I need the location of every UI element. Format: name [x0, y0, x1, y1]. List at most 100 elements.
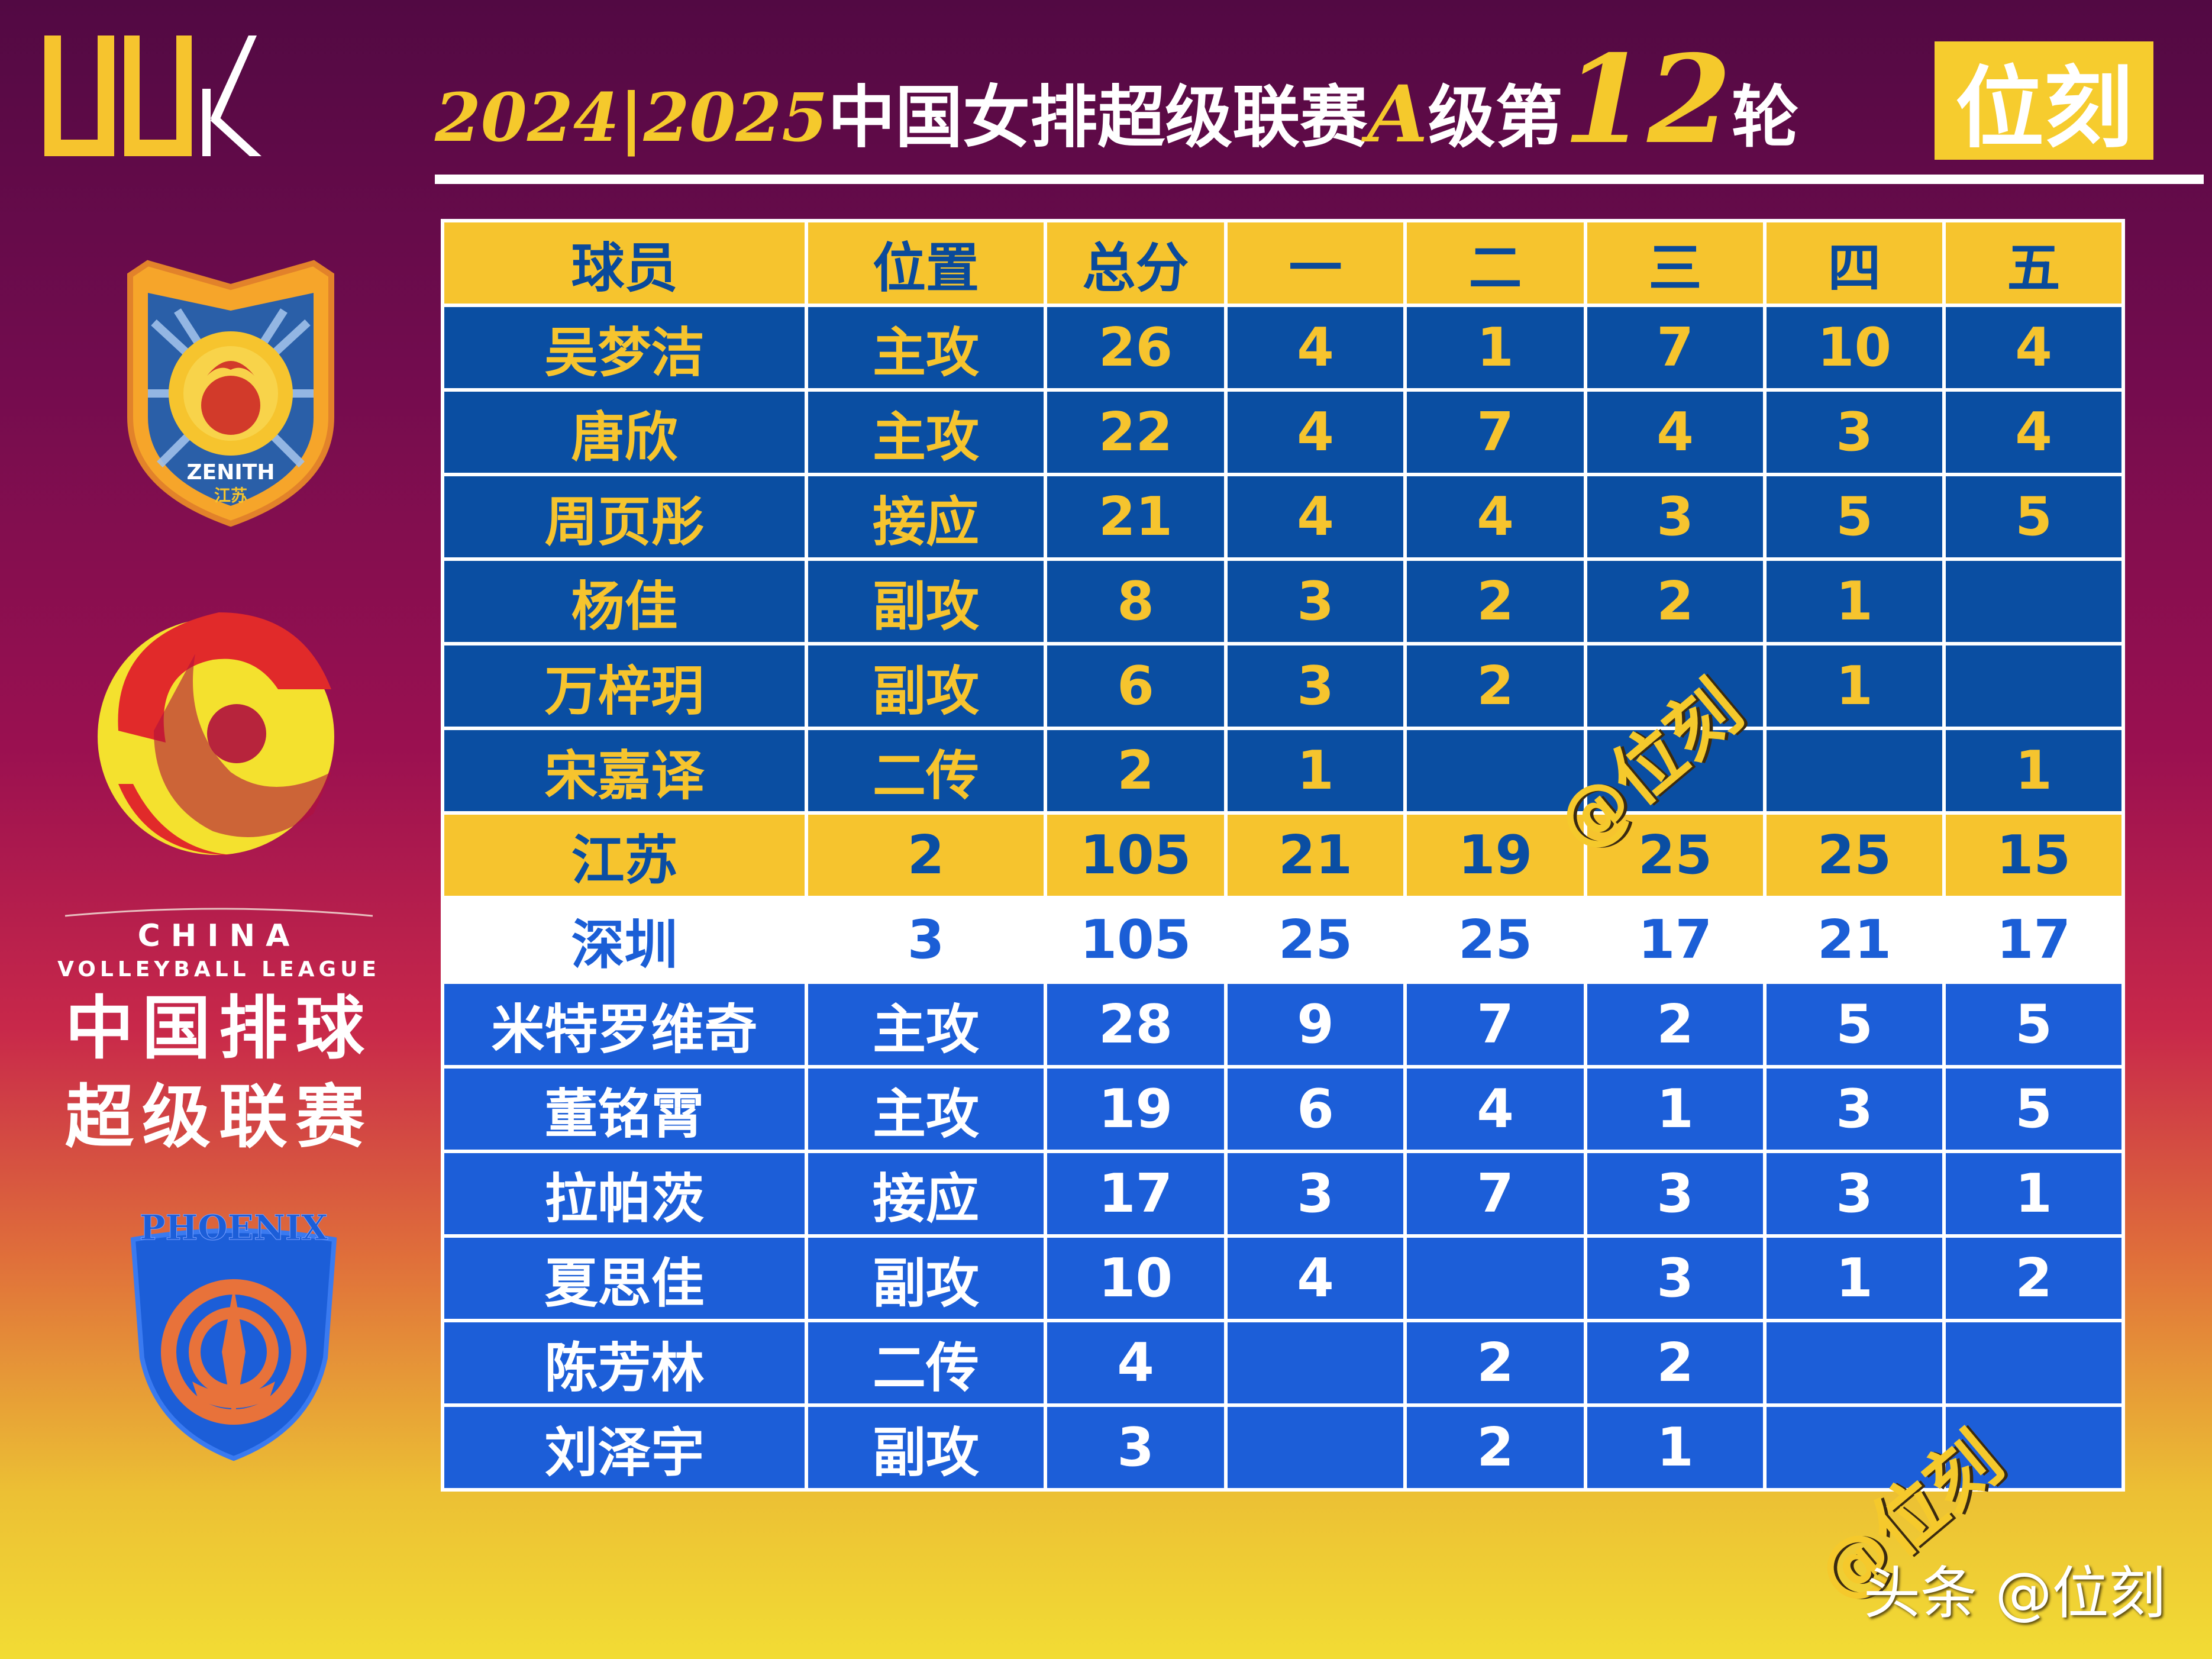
- cell-total: 3: [1044, 1403, 1228, 1492]
- total-cell-set-5: 15: [1942, 811, 2125, 899]
- cell-total: 22: [1044, 388, 1228, 476]
- cell-position: 副攻: [805, 557, 1047, 645]
- cell-total: 19: [1044, 1065, 1228, 1153]
- brand-logo: [44, 35, 261, 156]
- cell-set-3: 2: [1584, 557, 1767, 645]
- cell-set-2: 4: [1403, 1065, 1587, 1153]
- cell-set-3: [1584, 642, 1767, 730]
- cell-position: 主攻: [805, 1065, 1047, 1153]
- league-volleyball-icon: [98, 612, 334, 855]
- cell-set-3: [1584, 727, 1767, 815]
- cell-set-5: [1942, 642, 2125, 730]
- cell-position: 二传: [805, 727, 1047, 815]
- cell-set-1: 4: [1224, 304, 1407, 392]
- total-cell-position: 2: [805, 811, 1047, 899]
- shenzhen-player-row: 刘泽宇 副攻 3 2 1: [441, 1403, 2125, 1492]
- cell-player: 唐欣: [441, 388, 808, 476]
- cell-player: 米特罗维奇: [441, 980, 808, 1069]
- column-header-set-2: 二: [1403, 219, 1587, 307]
- title-round-suffix: 轮: [1731, 78, 1799, 157]
- total-cell-set-4: 25: [1763, 811, 1946, 899]
- cell-set-2: 2: [1403, 557, 1587, 645]
- cell-position: 主攻: [805, 304, 1047, 392]
- cell-player: 杨佳: [441, 557, 808, 645]
- cell-player: 万梓玥: [441, 642, 808, 730]
- total-cell-total: 105: [1044, 811, 1228, 899]
- cell-set-1: [1224, 1319, 1407, 1407]
- table-header-row: 球员 位置 总分一二三四五: [441, 219, 2125, 307]
- shenzhen-emblem-label: PHOENIX: [140, 1208, 328, 1248]
- cell-set-1: 4: [1224, 1234, 1407, 1322]
- jiangsu-player-row: 周页彤 接应 21 4 4 3 5 5: [441, 473, 2125, 561]
- cell-set-4: 5: [1763, 473, 1946, 561]
- cell-set-5: 4: [1942, 388, 2125, 476]
- cell-set-2: 7: [1403, 1150, 1587, 1238]
- jiangsu-player-row: 宋嘉译 二传 2 1 1: [441, 727, 2125, 815]
- cell-set-5: 2: [1942, 1234, 2125, 1322]
- cell-set-1: 1: [1224, 727, 1407, 815]
- cell-set-4: 3: [1763, 1065, 1946, 1153]
- cell-player: 陈芳林: [441, 1319, 808, 1407]
- cell-set-2: 2: [1403, 1403, 1587, 1492]
- cell-set-2: [1403, 1234, 1587, 1322]
- brand-logo-k: [202, 35, 261, 156]
- total-cell-set-4: 21: [1763, 896, 1946, 984]
- league-logo-arc: [64, 908, 373, 917]
- cell-set-1: 3: [1224, 642, 1407, 730]
- cell-set-3: 3: [1584, 1234, 1767, 1322]
- cell-player: 拉帕茨: [441, 1150, 808, 1238]
- cell-set-1: 9: [1224, 980, 1407, 1069]
- title-level: 级第: [1428, 78, 1563, 157]
- cell-set-5: 4: [1942, 304, 2125, 392]
- cell-set-3: 4: [1584, 388, 1767, 476]
- total-cell-set-2: 25: [1403, 896, 1587, 984]
- cell-set-1: [1224, 1403, 1407, 1492]
- cell-position: 副攻: [805, 1234, 1047, 1322]
- column-header-player: 球员: [441, 219, 808, 307]
- cell-set-4: 5: [1763, 980, 1946, 1069]
- cell-set-4: 1: [1763, 1234, 1946, 1322]
- cell-position: 主攻: [805, 980, 1047, 1069]
- total-cell-set-3: 17: [1584, 896, 1767, 984]
- match-stats-table: 球员 位置 总分一二三四五吴梦洁 主攻 26 4 1 7 10 4 唐欣 主攻 22 4 7 4 3 4 周页彤 接应…: [441, 219, 2125, 1492]
- cell-set-3: 3: [1584, 1150, 1767, 1238]
- cell-set-2: 2: [1403, 642, 1587, 730]
- jiangsu-player-row: 杨佳 副攻 8 3 2 2 1: [441, 557, 2125, 645]
- column-header-set-5: 五: [1942, 219, 2125, 307]
- total-cell-set-5: 17: [1942, 896, 2125, 984]
- brand-logo-u1: [44, 35, 114, 156]
- cell-player: 吴梦洁: [441, 304, 808, 392]
- cell-set-2: [1403, 727, 1587, 815]
- cell-player: 周页彤: [441, 473, 808, 561]
- cell-set-1: 6: [1224, 1065, 1407, 1153]
- source-credit: 头条 @位刻: [1864, 1560, 2166, 1626]
- jiangsu-emblem-cn: 江苏: [214, 486, 247, 505]
- cell-set-5: [1942, 1403, 2125, 1492]
- cell-position: 接应: [805, 1150, 1047, 1238]
- cell-set-1: 4: [1224, 473, 1407, 561]
- cell-total: 8: [1044, 557, 1228, 645]
- shenzhen-player-row: 董铭霄 主攻 19 6 4 1 3 5: [441, 1065, 2125, 1153]
- cell-set-5: 5: [1942, 473, 2125, 561]
- column-header-set-1: 一: [1224, 219, 1407, 307]
- cell-total: 26: [1044, 304, 1228, 392]
- column-header-set-3: 三: [1584, 219, 1767, 307]
- column-header-set-4: 四: [1763, 219, 1946, 307]
- cell-set-3: 1: [1584, 1403, 1767, 1492]
- cell-set-4: [1763, 727, 1946, 815]
- cell-set-1: 4: [1224, 388, 1407, 476]
- total-cell-set-2: 19: [1403, 811, 1587, 899]
- league-name-en-2: VOLLEYBALL LEAGUE: [57, 957, 380, 982]
- title-underline: [435, 175, 2204, 184]
- cell-set-1: 3: [1224, 1150, 1407, 1238]
- cell-set-1: 3: [1224, 557, 1407, 645]
- title-badge: 位刻: [1935, 41, 2153, 160]
- cell-set-2: 1: [1403, 304, 1587, 392]
- jiangsu-player-row: 唐欣 主攻 22 4 7 4 3 4: [441, 388, 2125, 476]
- total-cell-set-3: 25: [1584, 811, 1767, 899]
- total-cell-set-1: 25: [1224, 896, 1407, 984]
- shenzhen-phoenix-emblem: PHOENIX: [130, 1208, 337, 1461]
- league-logo: CHINA VOLLEYBALL LEAGUE 中国排球 超级联赛: [41, 887, 396, 1166]
- cell-position: 接应: [805, 473, 1047, 561]
- total-cell-total: 105: [1044, 896, 1228, 984]
